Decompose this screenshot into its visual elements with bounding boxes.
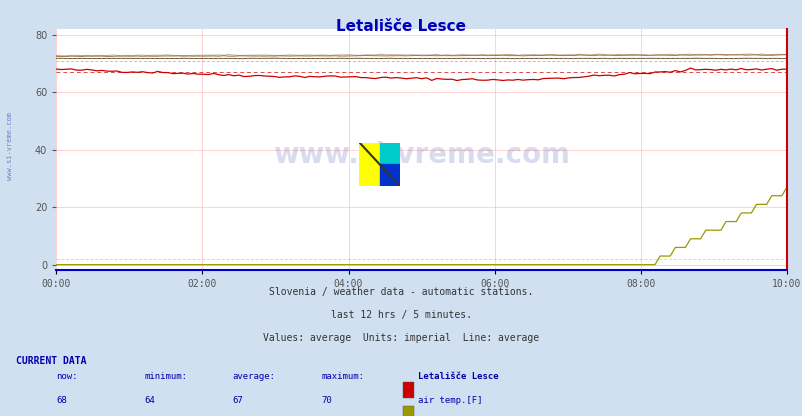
- Bar: [359, 143, 379, 186]
- Text: CURRENT DATA: CURRENT DATA: [16, 356, 87, 366]
- Text: air temp.[F]: air temp.[F]: [417, 396, 481, 405]
- Text: minimum:: minimum:: [144, 372, 188, 381]
- Text: maximum:: maximum:: [321, 372, 364, 381]
- Text: Values: average  Units: imperial  Line: average: Values: average Units: imperial Line: av…: [263, 333, 539, 343]
- Text: average:: average:: [233, 372, 276, 381]
- Polygon shape: [379, 143, 399, 164]
- Text: www.si-vreme.com: www.si-vreme.com: [273, 141, 569, 168]
- Text: Letališče Lesce: Letališče Lesce: [417, 372, 497, 381]
- Text: Letališče Lesce: Letališče Lesce: [336, 19, 466, 34]
- Text: 67: 67: [233, 396, 243, 405]
- Text: now:: now:: [56, 372, 78, 381]
- Text: 70: 70: [321, 396, 331, 405]
- Text: www.si-vreme.com: www.si-vreme.com: [7, 111, 14, 180]
- Text: 68: 68: [56, 396, 67, 405]
- Text: 64: 64: [144, 396, 155, 405]
- Text: Slovenia / weather data - automatic stations.: Slovenia / weather data - automatic stat…: [269, 287, 533, 297]
- Text: last 12 hrs / 5 minutes.: last 12 hrs / 5 minutes.: [330, 310, 472, 320]
- Polygon shape: [379, 164, 399, 186]
